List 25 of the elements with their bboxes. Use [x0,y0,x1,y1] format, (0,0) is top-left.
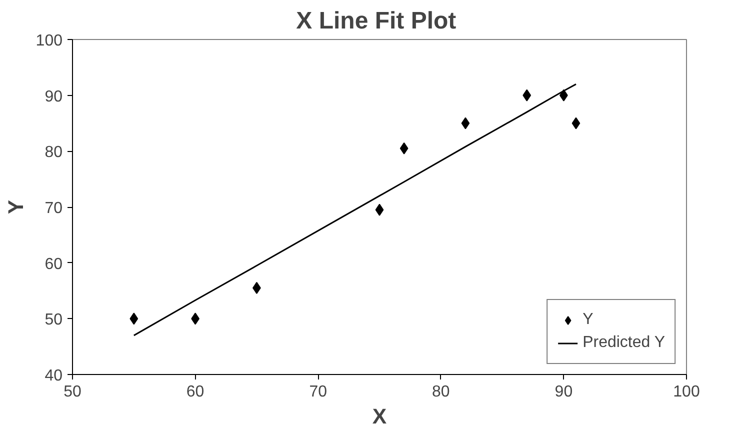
x-tick-label: 80 [432,384,450,400]
y-tick-label: 50 [44,312,63,329]
point [572,117,580,130]
y-tick-label: 90 [44,88,63,106]
x-tick-label: 90 [554,384,573,400]
point [461,117,470,130]
legend-label: Y [582,311,594,329]
point [375,204,384,216]
x-axis-title: X [372,404,388,428]
line-series [133,83,577,336]
legend-label: Predicted Y [582,334,665,352]
x-tick-label: 60 [186,384,204,400]
y-tick-label: 100 [36,32,63,50]
y-tick-label: 80 [44,144,63,162]
y-axis-title: Y [4,200,28,214]
x-tick-label: 100 [673,384,700,400]
y-tick-label: 70 [44,200,63,217]
point [130,312,138,325]
x-tick-label: 70 [309,384,328,400]
point [522,89,532,102]
y-tick-label: 40 [44,368,63,384]
point [400,142,408,154]
x-tick-label: 50 [64,384,82,400]
y-tick-label: 60 [44,256,63,273]
chart-title: X Line Fit Plot [296,8,456,34]
